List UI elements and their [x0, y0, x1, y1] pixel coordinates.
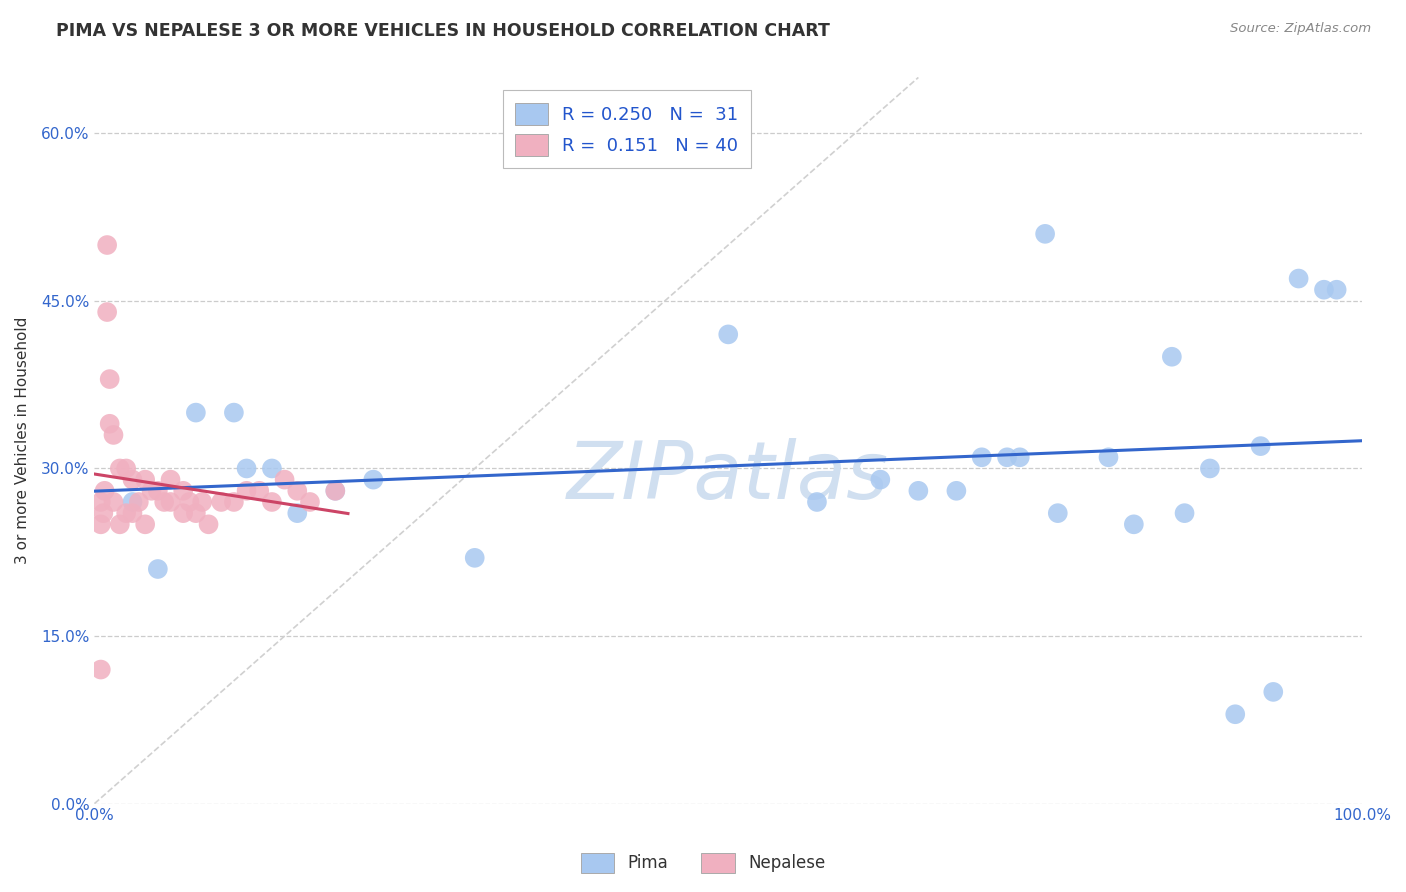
Point: [363, 473, 385, 487]
Point: [717, 327, 740, 342]
Point: [121, 473, 143, 487]
Point: [197, 517, 219, 532]
Point: [90, 663, 112, 677]
Point: [115, 461, 138, 475]
Point: [103, 428, 125, 442]
Point: [1199, 461, 1222, 475]
Point: [98, 417, 121, 431]
Legend: Pima, Nepalese: Pima, Nepalese: [574, 847, 832, 880]
Point: [1160, 350, 1182, 364]
Point: [1313, 283, 1336, 297]
Point: [907, 483, 929, 498]
Point: [260, 495, 283, 509]
Point: [235, 483, 257, 498]
Text: Source: ZipAtlas.com: Source: ZipAtlas.com: [1230, 22, 1371, 36]
Point: [464, 550, 486, 565]
Point: [159, 473, 181, 487]
Point: [209, 495, 232, 509]
Point: [179, 495, 201, 509]
Point: [184, 506, 207, 520]
Point: [153, 495, 176, 509]
Point: [93, 483, 115, 498]
Point: [1173, 506, 1195, 520]
Point: [1288, 271, 1310, 285]
Point: [806, 495, 828, 509]
Point: [108, 517, 131, 532]
Point: [260, 461, 283, 475]
Point: [191, 495, 214, 509]
Point: [103, 495, 125, 509]
Point: [869, 473, 891, 487]
Point: [115, 506, 138, 520]
Point: [1046, 506, 1069, 520]
Point: [121, 506, 143, 520]
Text: ZIPatlas: ZIPatlas: [567, 438, 890, 516]
Point: [323, 483, 346, 498]
Point: [1225, 707, 1247, 722]
Point: [184, 406, 207, 420]
Point: [134, 517, 156, 532]
Point: [247, 483, 270, 498]
Point: [146, 483, 169, 498]
Point: [90, 517, 112, 532]
Point: [96, 238, 118, 252]
Point: [222, 406, 245, 420]
Point: [93, 506, 115, 520]
Point: [90, 495, 112, 509]
Point: [323, 483, 346, 498]
Point: [1097, 450, 1119, 465]
Point: [172, 506, 194, 520]
Legend: R = 0.250   N =  31, R =  0.151   N = 40: R = 0.250 N = 31, R = 0.151 N = 40: [503, 90, 751, 169]
Point: [273, 473, 295, 487]
Point: [1326, 283, 1348, 297]
Point: [96, 305, 118, 319]
Point: [235, 461, 257, 475]
Point: [141, 483, 163, 498]
Point: [222, 495, 245, 509]
Point: [121, 495, 143, 509]
Point: [128, 495, 150, 509]
Point: [134, 473, 156, 487]
Point: [108, 461, 131, 475]
Point: [159, 495, 181, 509]
Y-axis label: 3 or more Vehicles in Household: 3 or more Vehicles in Household: [15, 317, 30, 565]
Point: [285, 506, 308, 520]
Point: [285, 483, 308, 498]
Point: [970, 450, 993, 465]
Point: [1033, 227, 1056, 241]
Point: [146, 562, 169, 576]
Point: [1008, 450, 1031, 465]
Point: [1122, 517, 1144, 532]
Point: [1250, 439, 1272, 453]
Point: [945, 483, 967, 498]
Point: [172, 483, 194, 498]
Point: [98, 372, 121, 386]
Point: [298, 495, 321, 509]
Text: PIMA VS NEPALESE 3 OR MORE VEHICLES IN HOUSEHOLD CORRELATION CHART: PIMA VS NEPALESE 3 OR MORE VEHICLES IN H…: [56, 22, 830, 40]
Point: [995, 450, 1018, 465]
Point: [1263, 685, 1285, 699]
